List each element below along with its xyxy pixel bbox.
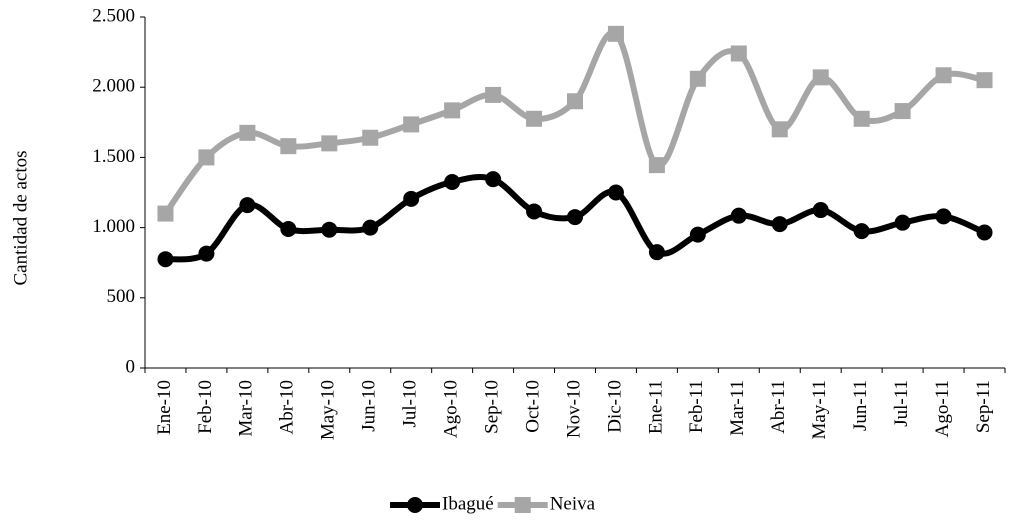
data-point	[157, 251, 174, 268]
data-point	[403, 116, 420, 133]
y-tick-label: 0	[126, 356, 136, 377]
data-point	[526, 203, 543, 220]
x-tick-label: Abr-11	[768, 380, 789, 434]
data-point	[444, 102, 461, 119]
data-point	[812, 202, 829, 219]
y-tick-label: 1.500	[92, 146, 135, 167]
x-tick-label: Dic-10	[604, 380, 625, 433]
data-point	[771, 121, 788, 138]
y-tick-label: 2.500	[92, 5, 135, 26]
data-point	[157, 205, 174, 222]
x-tick-label: Sep-11	[973, 380, 994, 433]
data-point	[689, 70, 706, 87]
data-point	[894, 214, 911, 231]
legend-label: Neiva	[550, 493, 596, 514]
x-tick-label: Ene-11	[645, 380, 666, 434]
data-point	[321, 221, 338, 238]
data-point	[853, 110, 870, 127]
data-point	[771, 216, 788, 233]
x-tick-label: Abr-10	[277, 380, 298, 435]
x-tick-label: Ago-10	[441, 380, 462, 438]
x-tick-label: Jun-10	[359, 380, 380, 432]
x-tick-label: Sep-10	[481, 380, 502, 434]
y-tick-label: 500	[107, 286, 136, 307]
data-point	[362, 129, 379, 146]
data-point	[485, 86, 502, 103]
data-point	[976, 224, 993, 241]
data-point	[526, 110, 543, 127]
x-tick-label: Nov-10	[563, 380, 584, 438]
data-point	[648, 244, 665, 261]
x-tick-label: Mar-10	[236, 380, 257, 437]
x-tick-label: May-10	[318, 380, 339, 440]
x-tick-label: May-11	[809, 380, 830, 439]
data-point	[444, 173, 461, 190]
x-tick-label: Jul-10	[400, 380, 421, 428]
x-tick-label: Feb-11	[686, 380, 707, 433]
data-point	[239, 197, 256, 214]
data-point	[280, 138, 297, 155]
y-axis-label: Cantidad de actos	[10, 150, 31, 285]
data-point	[567, 209, 583, 226]
data-point	[321, 135, 338, 152]
y-tick-label: 2.000	[92, 76, 135, 97]
data-point	[689, 226, 706, 243]
x-tick-label: Feb-10	[195, 380, 216, 434]
data-point	[730, 207, 747, 224]
data-point	[812, 69, 829, 86]
legend-marker	[407, 497, 423, 513]
x-tick-label: Ene-10	[154, 380, 175, 435]
data-point	[730, 45, 747, 62]
data-point	[362, 219, 379, 236]
x-tick-label: Jun-11	[850, 380, 871, 431]
data-point	[239, 124, 256, 141]
x-tick-label: Oct-10	[522, 380, 543, 433]
data-point	[198, 149, 215, 166]
data-point	[280, 221, 297, 238]
data-point	[648, 157, 665, 174]
x-tick-label: Ago-11	[932, 380, 953, 437]
data-point	[607, 25, 624, 42]
x-tick-label: Jul-11	[891, 380, 912, 427]
data-point	[976, 72, 993, 89]
data-point	[607, 184, 624, 201]
data-point	[894, 103, 911, 120]
series-line	[163, 29, 986, 216]
legend-marker	[514, 497, 531, 513]
legend-label: Ibagué	[442, 493, 494, 514]
data-point	[403, 190, 420, 207]
x-tick-label: Mar-11	[727, 380, 748, 436]
data-point	[935, 67, 952, 84]
data-point	[198, 245, 215, 262]
data-point	[935, 208, 952, 225]
data-point	[567, 93, 583, 110]
data-point	[485, 171, 502, 188]
y-tick-label: 1.000	[92, 216, 135, 237]
data-point	[853, 223, 870, 240]
